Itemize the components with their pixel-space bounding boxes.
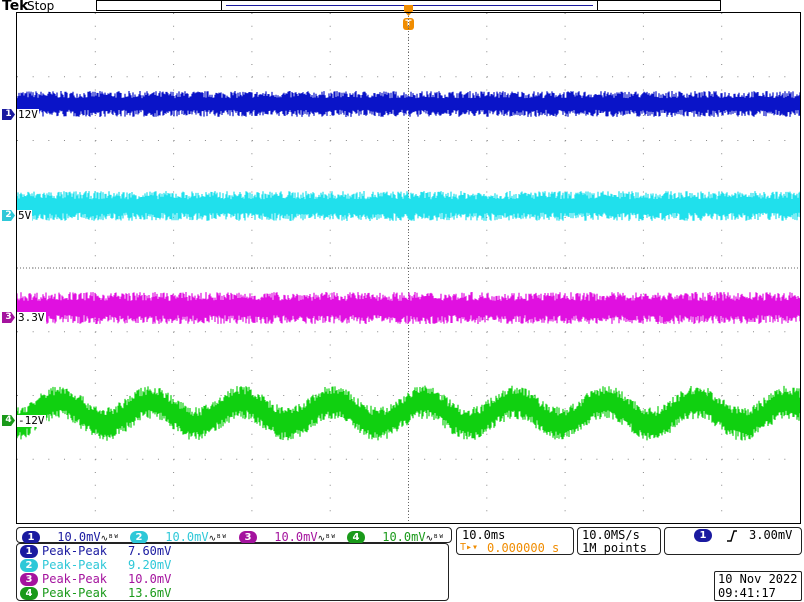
ch1-ground-marker[interactable]: 1 [2,109,15,120]
ch2-badge: 2 [130,531,148,544]
trigger-offset: 0.000000 s [487,541,560,555]
acquisition-status: Stop [27,0,55,13]
measurements-panel[interactable] [16,543,449,601]
measurement-value: 9.20mV [128,558,172,572]
ch4-badge: 4 [347,531,365,544]
measurement-value: 13.6mV [128,586,172,600]
measurement-name: Peak-Peak [42,586,108,600]
datetime-box [714,571,802,601]
ch2-label: 5V [17,209,33,222]
trigger-position-arrow-icon [404,5,413,16]
ch4-waveform [17,385,800,441]
ch1-waveform [17,91,800,117]
ch2-scale: 10.0mV [165,530,209,544]
measurement-value: 10.0mV [128,572,172,586]
ch1-label: 12V [17,108,39,121]
waveform-graticule [17,13,800,523]
bandwidth-limit-icon: ∿ᴮᵂ [100,534,119,544]
measurement-row-ch1: 1 Peak-Peak 7.60mV [20,544,171,558]
measurement-row-ch2: 2 Peak-Peak 9.20mV [20,558,171,572]
brand-logo: Tek [2,0,29,14]
ch2-scale-readout[interactable]: 2 10.0mV∿ᴮᵂ [130,530,227,546]
measurement-name: Peak-Peak [42,544,108,558]
record-length: 1M points [582,541,648,555]
ch3-scale-readout[interactable]: 3 10.0mV∿ᴮᵂ [239,530,336,546]
ch1-badge: 1 [22,531,40,544]
trigger-position-marker[interactable]: T [403,5,414,30]
acquisition-box[interactable] [577,527,661,555]
ch1-scale: 10.0mV [57,530,101,544]
ch3-waveform [17,292,800,324]
trigger-offset-icon: T▸▾ [460,542,479,553]
ch3-scale: 10.0mV [274,530,318,544]
ch3-badge: 3 [239,531,257,544]
ch4-scale: 10.0mV [382,530,426,544]
ch4-scale-readout[interactable]: 4 10.0mV∿ᴮᵂ [347,530,444,546]
ch3-label: 3.3V [17,311,46,324]
ch4-badge: 4 [20,587,38,600]
trigger-source-badge: 1 [694,529,712,542]
channel-scale-box [16,527,452,543]
measurement-name: Peak-Peak [42,572,108,586]
ch1-scale-readout[interactable]: 1 10.0mV∿ᴮᵂ [22,530,119,546]
ch2-waveform [17,191,800,221]
ch4-label: -12V [17,414,46,427]
bandwidth-limit-icon: ∿ᴮᵂ [317,534,336,544]
measurement-row-ch4: 4 Peak-Peak 13.6mV [20,586,171,600]
bandwidth-limit-icon: ∿ᴮᵂ [208,534,227,544]
ch3-badge: 3 [20,573,38,586]
timebase-scale: 10.0ms [462,528,506,542]
measurement-name: Peak-Peak [42,558,108,572]
ch4-ground-marker[interactable]: 4 [2,415,15,426]
time: 09:41:17 [718,586,776,600]
waveform-plot-area[interactable] [16,12,801,524]
measurement-value: 7.60mV [128,544,172,558]
sample-rate: 10.0MS/s [582,528,640,542]
bandwidth-limit-icon: ∿ᴮᵂ [425,534,444,544]
timebase-box[interactable] [456,527,574,555]
trigger-position-badge: T [403,18,414,30]
measurement-row-ch3: 3 Peak-Peak 10.0mV [20,572,171,586]
ch1-badge: 1 [20,545,38,558]
ch3-ground-marker[interactable]: 3 [2,312,15,323]
trigger-box[interactable] [664,527,802,555]
rising-edge-icon [727,530,737,542]
date: 10 Nov 2022 [718,572,798,586]
ch2-badge: 2 [20,559,38,572]
ch2-ground-marker[interactable]: 2 [2,210,15,221]
trigger-level: 3.00mV [749,528,793,542]
